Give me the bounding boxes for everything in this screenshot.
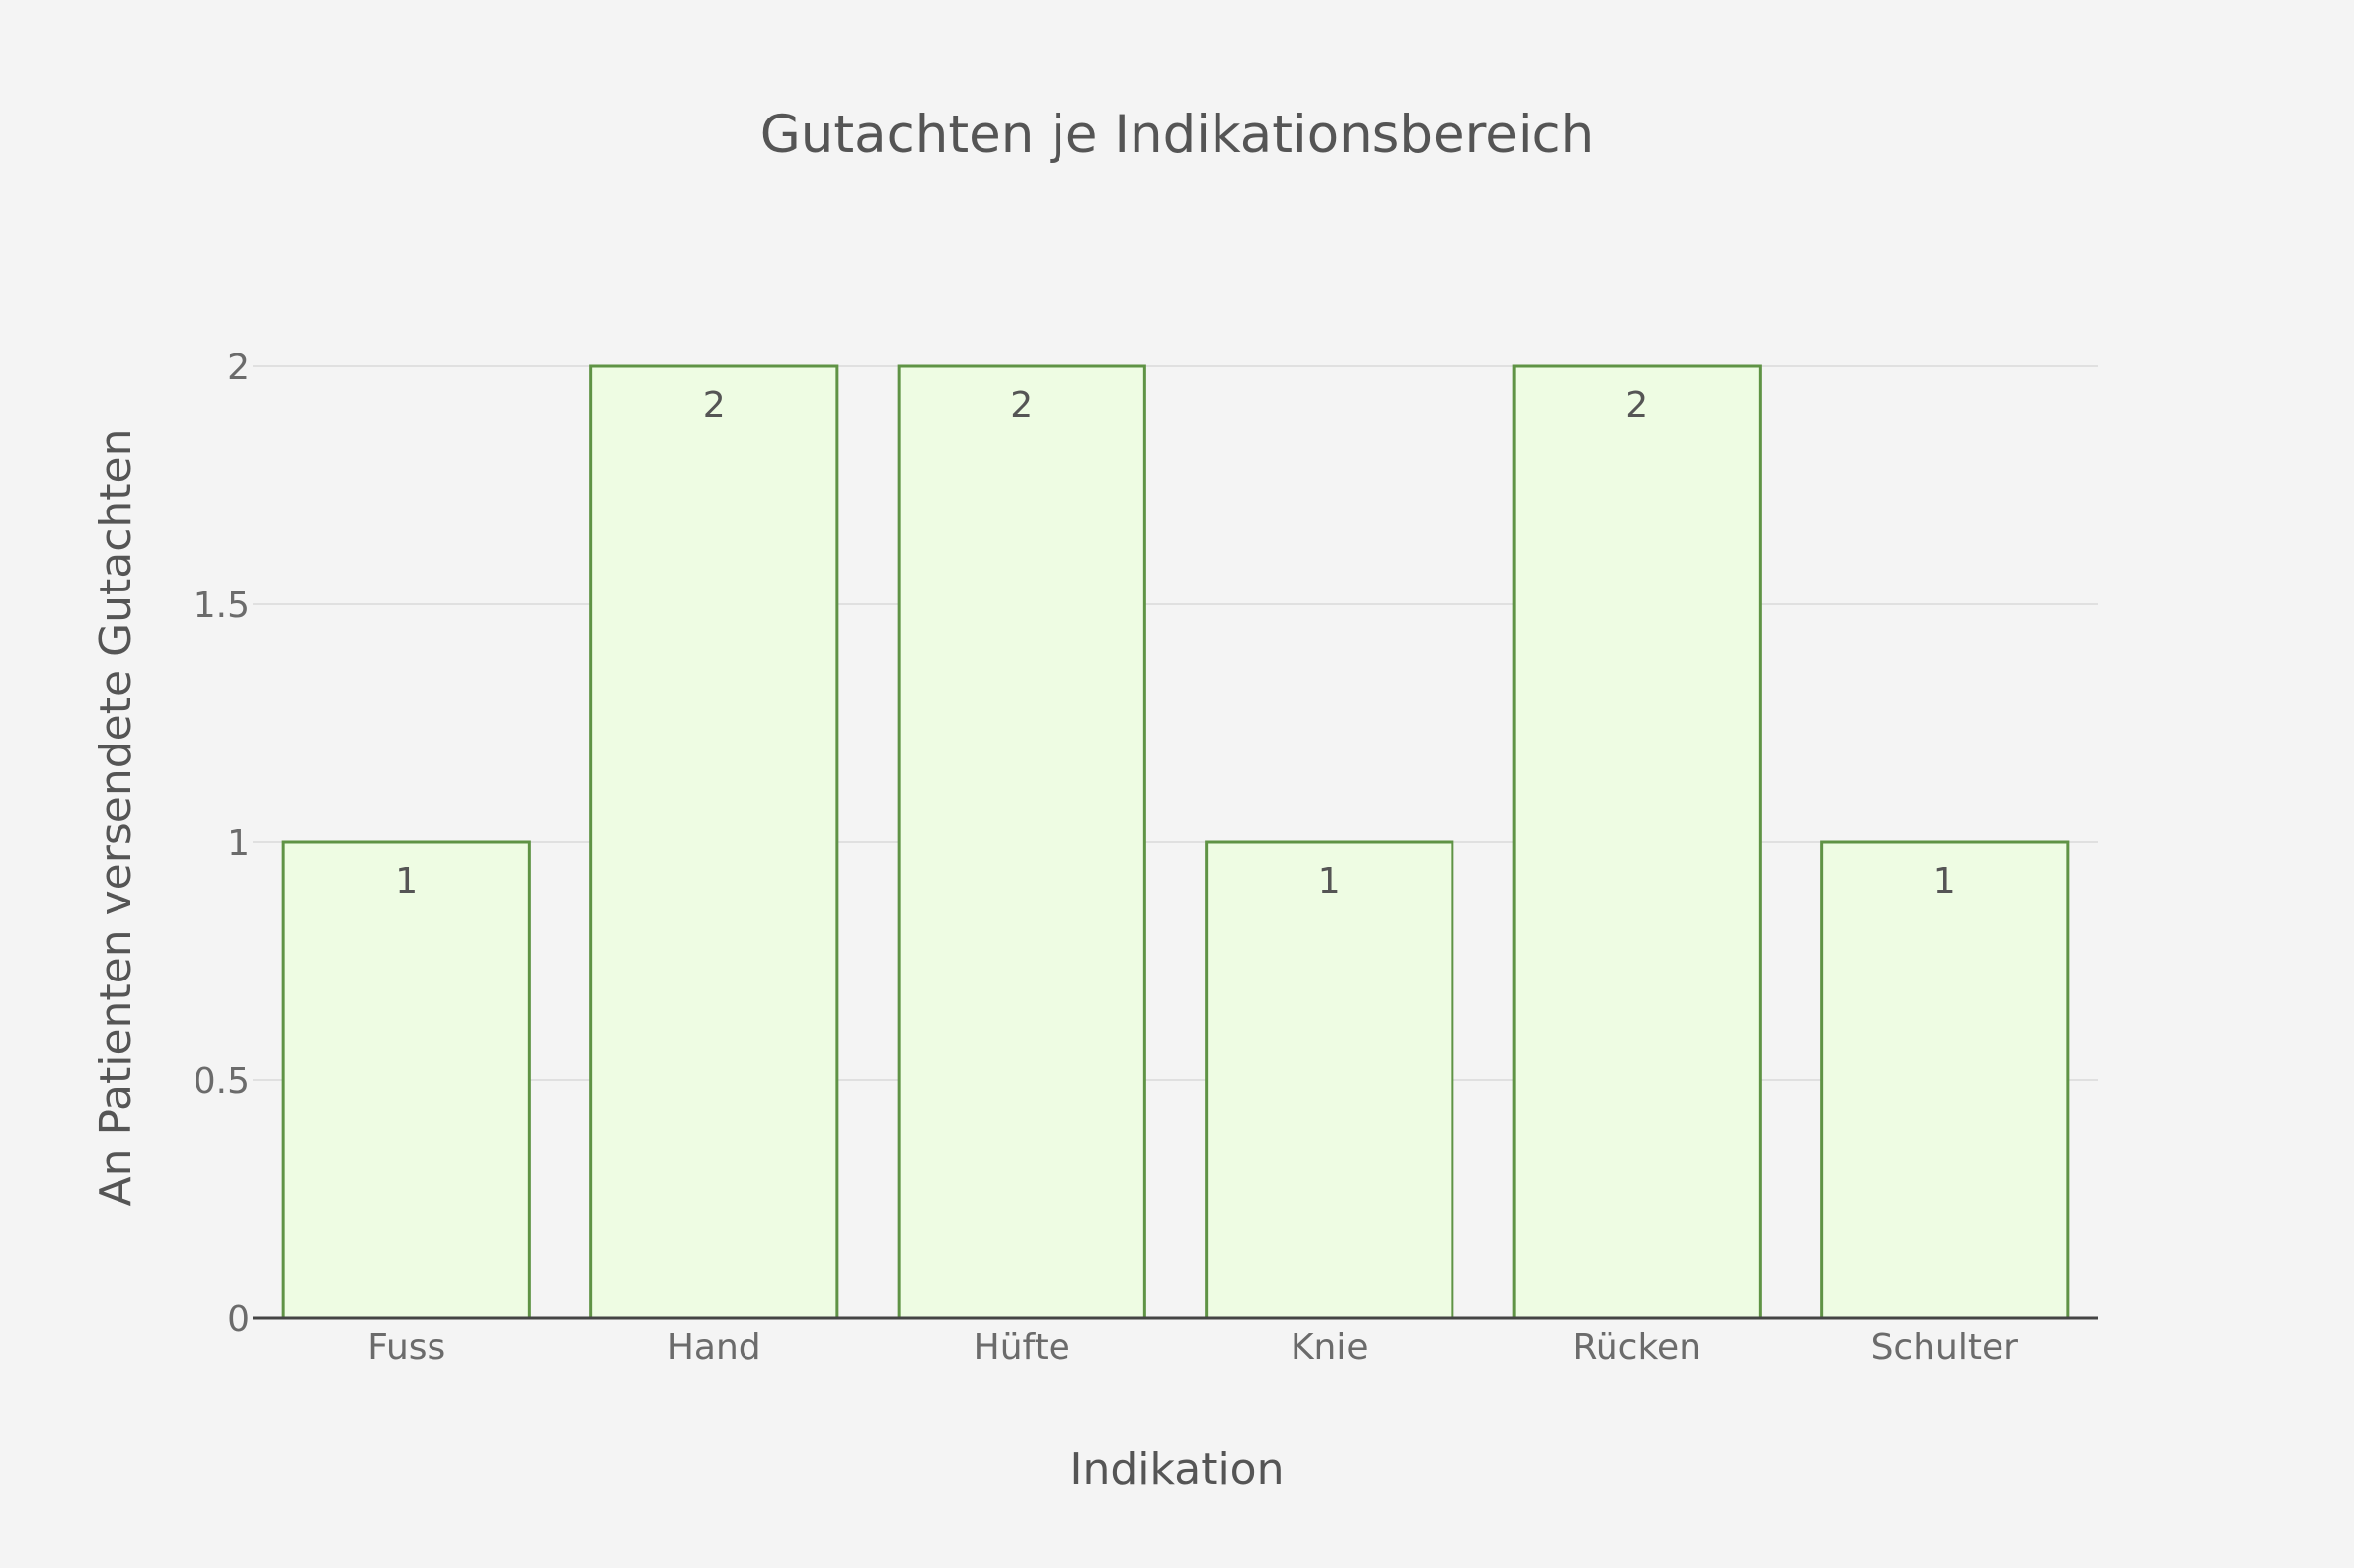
bars-layer [281, 364, 2070, 1320]
bar-value-label: 2 [1010, 385, 1033, 426]
x-tick-label: Schulter [1871, 1327, 2019, 1368]
bar-value-label: 1 [1933, 861, 1956, 902]
y-axis-title: An Patienten versendete Gutachten [91, 430, 141, 1207]
x-tick-labels: Fuss Hand Hüfte Knie Rücken Schulter [367, 1327, 2018, 1368]
x-axis-title: Indikation [1070, 1445, 1285, 1495]
y-tick-labels: 0 0.5 1 1.5 2 [194, 348, 250, 1340]
x-tick-label: Fuss [367, 1327, 445, 1368]
bar-value-label: 2 [1625, 385, 1648, 426]
y-tick-label: 0 [227, 1299, 250, 1340]
bar-rücken[interactable] [1512, 364, 1762, 1320]
bar-hüfte[interactable] [897, 364, 1146, 1320]
y-tick-label: 0.5 [194, 1061, 250, 1102]
bar-schulter[interactable] [1820, 840, 2070, 1320]
bar-value-label: 1 [1318, 861, 1341, 902]
bar-labels-layer: 1 2 2 1 2 1 [395, 385, 1955, 902]
grid-lines [253, 365, 2098, 1081]
bar-hand[interactable] [589, 364, 839, 1320]
y-tick-label: 2 [227, 348, 250, 388]
bar-value-label: 1 [395, 861, 418, 902]
bar-fuss[interactable] [281, 840, 531, 1320]
y-tick-label: 1.5 [194, 586, 250, 626]
chart-title: Gutachten je Indikationsbereich [760, 105, 1595, 165]
y-tick-label: 1 [227, 823, 250, 864]
x-tick-label: Knie [1291, 1327, 1369, 1368]
x-tick-label: Hand [667, 1327, 761, 1368]
x-tick-label: Hüfte [974, 1327, 1070, 1368]
bar-value-label: 2 [703, 385, 726, 426]
bar-knie[interactable] [1205, 840, 1454, 1320]
x-tick-label: Rücken [1572, 1327, 1701, 1368]
